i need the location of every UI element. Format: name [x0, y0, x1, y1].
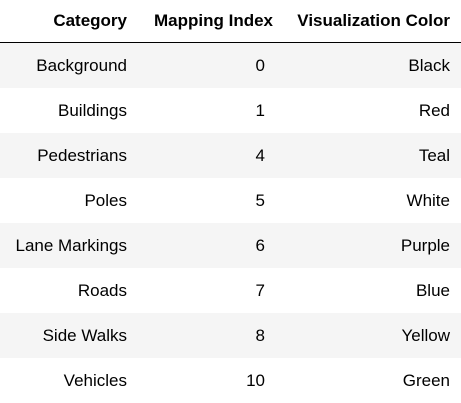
- cell-category: Pedestrians: [0, 133, 135, 178]
- cell-mapping-index: 7: [135, 268, 277, 313]
- cell-category: Roads: [0, 268, 135, 313]
- table-row: Buildings 1 Red: [0, 88, 461, 133]
- cell-visualization-color: Blue: [277, 268, 461, 313]
- cell-mapping-index: 5: [135, 178, 277, 223]
- cell-visualization-color: Red: [277, 88, 461, 133]
- cell-visualization-color: Yellow: [277, 313, 461, 358]
- table-row: Poles 5 White: [0, 178, 461, 223]
- table-body: Background 0 Black Buildings 1 Red Pedes…: [0, 43, 461, 403]
- table-header: Category Mapping Index Visualization Col…: [0, 0, 461, 43]
- cell-visualization-color: Green: [277, 358, 461, 403]
- cell-mapping-index: 1: [135, 88, 277, 133]
- table-row: Lane Markings 6 Purple: [0, 223, 461, 268]
- cell-mapping-index: 6: [135, 223, 277, 268]
- cell-category: Buildings: [0, 88, 135, 133]
- header-row: Category Mapping Index Visualization Col…: [0, 0, 461, 43]
- cell-mapping-index: 0: [135, 43, 277, 89]
- cell-category: Side Walks: [0, 313, 135, 358]
- cell-visualization-color: White: [277, 178, 461, 223]
- cell-category: Poles: [0, 178, 135, 223]
- cell-mapping-index: 8: [135, 313, 277, 358]
- header-visualization-color: Visualization Color: [277, 0, 461, 43]
- cell-category: Vehicles: [0, 358, 135, 403]
- table-row: Side Walks 8 Yellow: [0, 313, 461, 358]
- cell-visualization-color: Purple: [277, 223, 461, 268]
- table-row: Roads 7 Blue: [0, 268, 461, 313]
- cell-mapping-index: 10: [135, 358, 277, 403]
- cell-visualization-color: Black: [277, 43, 461, 89]
- header-mapping-index: Mapping Index: [135, 0, 277, 43]
- cell-category: Lane Markings: [0, 223, 135, 268]
- cell-mapping-index: 4: [135, 133, 277, 178]
- cell-visualization-color: Teal: [277, 133, 461, 178]
- header-category: Category: [0, 0, 135, 43]
- cell-category: Background: [0, 43, 135, 89]
- table-row: Pedestrians 4 Teal: [0, 133, 461, 178]
- table-row: Vehicles 10 Green: [0, 358, 461, 403]
- table-row: Background 0 Black: [0, 43, 461, 89]
